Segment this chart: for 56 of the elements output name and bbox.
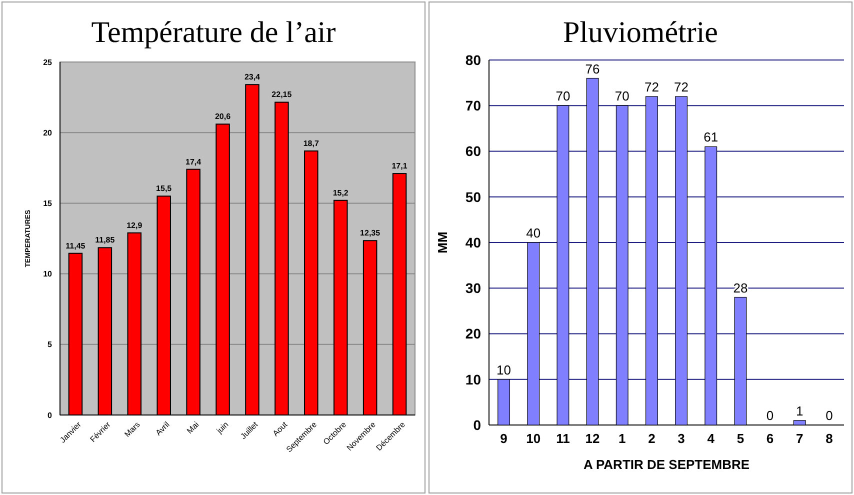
data-label: 15,2 (332, 188, 349, 198)
data-label: 17,4 (186, 157, 202, 166)
x-tick-label: 2 (648, 431, 656, 446)
data-label: 0 (766, 408, 774, 423)
x-tick-label: 6 (766, 431, 774, 446)
data-label: 20,6 (214, 112, 232, 122)
x-tick-label: 11 (556, 431, 570, 446)
data-label: 15,5 (156, 184, 172, 194)
y-tick-label: 15 (43, 199, 53, 208)
x-tick-label: 10 (526, 431, 541, 446)
x-tick-label: 4 (707, 431, 716, 446)
y-tick-label: 70 (465, 98, 482, 114)
y-tick-label: 25 (43, 58, 53, 67)
x-tick-label: Mai (185, 420, 201, 436)
x-tick-label: 1 (618, 431, 626, 446)
data-label: 11,85 (95, 236, 116, 245)
data-label: 1 (796, 403, 804, 418)
data-label: 40 (526, 226, 541, 240)
y-axis-title: MM (435, 232, 450, 254)
y-tick-label: 30 (465, 280, 482, 296)
y-tick-label: 20 (465, 326, 482, 342)
y-tick-label: 10 (43, 270, 53, 279)
y-tick-label: 0 (473, 416, 482, 433)
x-tick-label: 12 (585, 431, 600, 446)
y-tick-label: 20 (43, 128, 53, 138)
data-label: 22,15 (272, 90, 292, 100)
x-tick-label: 3 (678, 431, 685, 446)
x-tick-label: 5 (736, 431, 744, 446)
x-tick-label: 7 (796, 431, 804, 446)
data-label: 61 (704, 130, 718, 145)
data-label: 18,7 (303, 138, 320, 148)
data-label: 12,9 (126, 220, 143, 230)
data-label: 76 (585, 61, 600, 76)
y-tick-label: 50 (465, 188, 482, 205)
data-label: 17,1 (392, 162, 408, 171)
y-tick-label: 10 (465, 371, 482, 388)
data-label: 11,45 (66, 241, 86, 250)
x-tick-label: 9 (500, 431, 508, 446)
data-label: 12,35 (360, 228, 381, 238)
data-label: 23,4 (244, 72, 261, 82)
data-label: 72 (644, 80, 659, 94)
data-label: 0 (826, 408, 833, 423)
data-label: 70 (614, 88, 630, 104)
data-label: 70 (556, 88, 570, 104)
chart-title: Pluviométrie (563, 16, 718, 49)
y-tick-label: 5 (48, 340, 53, 350)
x-tick-label: 8 (826, 431, 833, 446)
data-label: 10 (496, 362, 512, 378)
y-tick-label: 40 (465, 234, 482, 250)
y-tick-label: 0 (48, 410, 53, 420)
y-tick-label: 60 (465, 143, 482, 160)
x-axis-title: A PARTIR DE SEPTEMBRE (583, 457, 750, 472)
x-tick-label: juin (214, 420, 230, 436)
y-tick-label: 80 (465, 52, 482, 68)
data-label: 72 (674, 80, 689, 94)
chart-title: Température de l’air (91, 16, 336, 49)
